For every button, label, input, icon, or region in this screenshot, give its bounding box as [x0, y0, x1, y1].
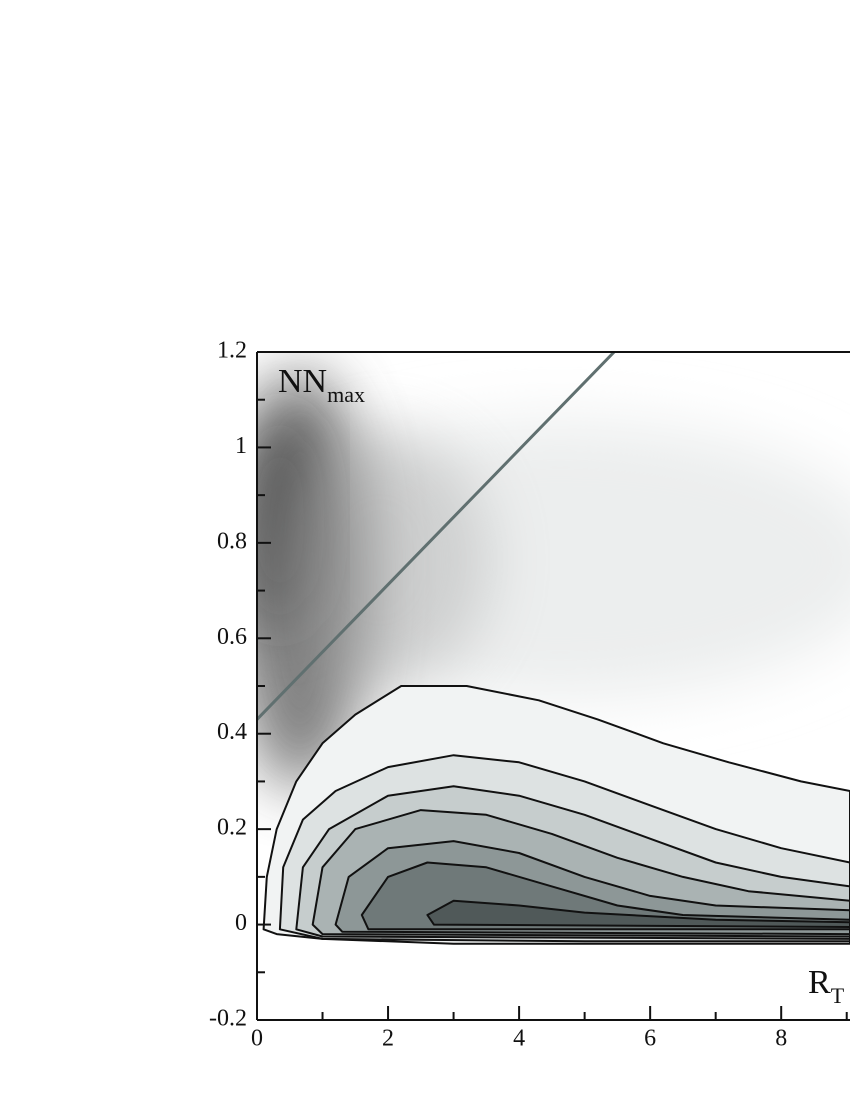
y-tick-label: 1.2 — [217, 338, 247, 364]
y-tick-label: 1 — [235, 433, 247, 459]
x-tick-label: 4 — [513, 1026, 525, 1052]
y-axis-label: NNmax — [278, 363, 365, 407]
y-tick-label: -0.2 — [209, 1006, 247, 1032]
y-tick-label: 0.2 — [217, 815, 247, 841]
y-tick-label: 0.6 — [217, 624, 247, 650]
density-shading — [257, 370, 850, 790]
x-tick-label: 2 — [382, 1026, 394, 1052]
contour-region — [426, 899, 850, 928]
x-tick-label: 8 — [775, 1026, 787, 1052]
y-tick-label: 0.4 — [217, 719, 247, 745]
x-label-sub: T — [831, 983, 845, 1008]
x-axis-label: RT — [808, 964, 845, 1008]
x-tick-label: 6 — [644, 1026, 656, 1052]
y-tick-label: 0.8 — [217, 528, 247, 554]
y-label-main: NN — [278, 363, 327, 400]
x-tick-label: 0 — [251, 1026, 263, 1052]
plot-area — [257, 352, 850, 945]
x-label-main: R — [808, 964, 831, 1001]
y-label-sub: max — [327, 382, 365, 407]
y-tick-label: 0 — [235, 910, 247, 936]
reference-line — [257, 352, 616, 721]
